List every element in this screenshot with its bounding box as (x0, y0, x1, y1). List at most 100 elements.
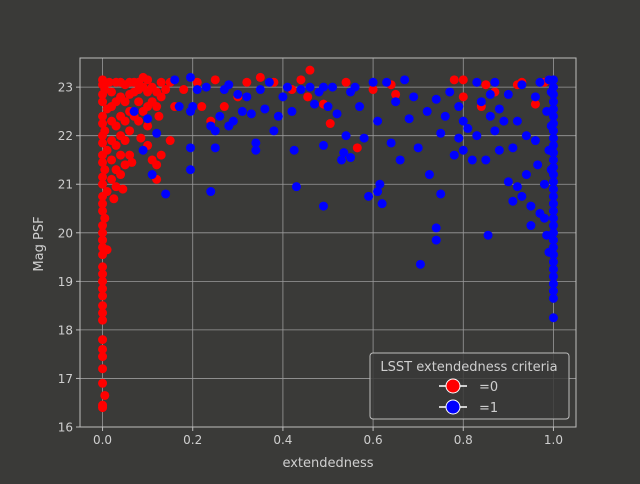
data-point-extendedness-1 (337, 155, 347, 165)
x-tick-label: 0.4 (273, 433, 292, 447)
data-point-extendedness-1 (415, 259, 425, 269)
data-point-extendedness-1 (490, 126, 500, 136)
data-point-extendedness-1 (521, 170, 531, 180)
x-axis-ticks: 0.0 0.2 0.4 0.6 0.8 1.0 (93, 427, 563, 447)
data-point-extendedness-1 (503, 89, 513, 99)
data-point-extendedness-1 (251, 138, 261, 148)
data-point-extendedness-1 (548, 250, 558, 260)
data-point-extendedness-0 (100, 390, 110, 400)
data-point-extendedness-0 (120, 136, 130, 146)
data-point-extendedness-0 (98, 172, 108, 182)
data-point-extendedness-0 (102, 145, 112, 155)
data-point-extendedness-0 (134, 97, 144, 107)
data-point-extendedness-1 (377, 199, 387, 209)
data-point-extendedness-1 (260, 104, 270, 114)
data-point-extendedness-1 (472, 131, 482, 141)
data-point-extendedness-1 (494, 104, 504, 114)
x-axis-label: extendedness (282, 456, 373, 471)
data-point-extendedness-0 (102, 245, 112, 255)
data-point-extendedness-0 (100, 213, 110, 223)
data-point-extendedness-0 (98, 344, 108, 354)
data-point-extendedness-0 (98, 119, 108, 129)
data-point-extendedness-1 (422, 106, 432, 116)
data-point-extendedness-1 (251, 145, 261, 155)
data-point-extendedness-0 (242, 77, 252, 87)
legend-label-0: =0 (479, 380, 498, 395)
legend: LSST extendedness criteria =0 =1 (369, 352, 570, 420)
data-point-extendedness-1 (395, 155, 405, 165)
data-point-extendedness-1 (436, 128, 446, 138)
data-point-extendedness-1 (548, 221, 558, 231)
data-point-extendedness-0 (100, 165, 110, 175)
data-point-extendedness-1 (364, 191, 374, 201)
data-point-extendedness-0 (98, 75, 108, 85)
data-point-extendedness-0 (481, 80, 491, 90)
data-point-extendedness-0 (116, 170, 126, 180)
data-point-extendedness-1 (458, 145, 468, 155)
data-point-extendedness-0 (98, 111, 108, 121)
data-point-extendedness-1 (210, 143, 220, 153)
data-point-extendedness-1 (309, 99, 319, 109)
data-point-extendedness-1 (526, 221, 536, 231)
data-point-extendedness-0 (98, 378, 108, 388)
data-point-extendedness-1 (291, 182, 301, 192)
data-point-extendedness-0 (98, 335, 108, 345)
data-point-extendedness-1 (517, 80, 527, 90)
data-point-extendedness-0 (111, 182, 121, 192)
data-point-extendedness-1 (548, 97, 558, 107)
data-point-extendedness-1 (548, 177, 558, 187)
data-point-extendedness-0 (120, 116, 130, 126)
data-point-extendedness-1 (147, 170, 157, 180)
data-point-extendedness-0 (98, 138, 108, 148)
y-tick-label: 17 (58, 372, 73, 386)
legend-box (369, 352, 570, 420)
data-point-extendedness-1 (224, 80, 234, 90)
data-point-extendedness-1 (548, 148, 558, 158)
data-point-extendedness-1 (521, 131, 531, 141)
data-point-extendedness-1 (530, 136, 540, 146)
data-point-extendedness-1 (413, 143, 423, 153)
data-point-extendedness-1 (436, 189, 446, 199)
data-point-extendedness-1 (185, 143, 195, 153)
data-point-extendedness-1 (161, 189, 171, 199)
data-point-extendedness-1 (548, 257, 558, 267)
data-point-extendedness-1 (548, 184, 558, 194)
data-point-extendedness-1 (490, 77, 500, 87)
data-point-extendedness-1 (454, 102, 464, 112)
data-point-extendedness-0 (156, 77, 166, 87)
data-point-extendedness-0 (98, 352, 108, 362)
data-point-extendedness-0 (125, 126, 135, 136)
data-point-extendedness-0 (104, 77, 114, 87)
data-point-extendedness-1 (454, 133, 464, 143)
data-point-extendedness-1 (485, 111, 495, 121)
data-point-extendedness-1 (287, 106, 297, 116)
data-point-extendedness-0 (134, 116, 144, 126)
data-point-extendedness-1 (170, 75, 180, 85)
legend-marker-1 (445, 399, 461, 415)
data-point-extendedness-1 (526, 201, 536, 211)
x-tick-label: 0.2 (183, 433, 202, 447)
data-point-extendedness-1 (341, 131, 351, 141)
data-point-extendedness-1 (201, 82, 211, 92)
data-point-extendedness-0 (120, 97, 130, 107)
data-point-extendedness-1 (296, 85, 306, 95)
data-point-extendedness-1 (539, 179, 549, 189)
data-point-extendedness-1 (409, 92, 419, 102)
data-point-extendedness-0 (143, 121, 153, 131)
data-point-extendedness-1 (440, 111, 450, 121)
data-point-extendedness-0 (98, 269, 108, 279)
data-point-extendedness-0 (98, 301, 108, 311)
y-axis-label: Mag PSF (32, 216, 47, 271)
data-point-extendedness-0 (296, 75, 306, 85)
data-point-extendedness-0 (107, 87, 117, 97)
data-point-extendedness-1 (185, 72, 195, 82)
data-point-extendedness-1 (548, 89, 558, 99)
data-point-extendedness-0 (98, 235, 108, 245)
data-point-extendedness-0 (391, 89, 401, 99)
data-point-extendedness-1 (228, 116, 238, 126)
data-point-extendedness-1 (386, 138, 396, 148)
data-point-extendedness-1 (339, 148, 349, 158)
data-point-extendedness-1 (328, 82, 338, 92)
data-point-extendedness-1 (246, 109, 256, 119)
